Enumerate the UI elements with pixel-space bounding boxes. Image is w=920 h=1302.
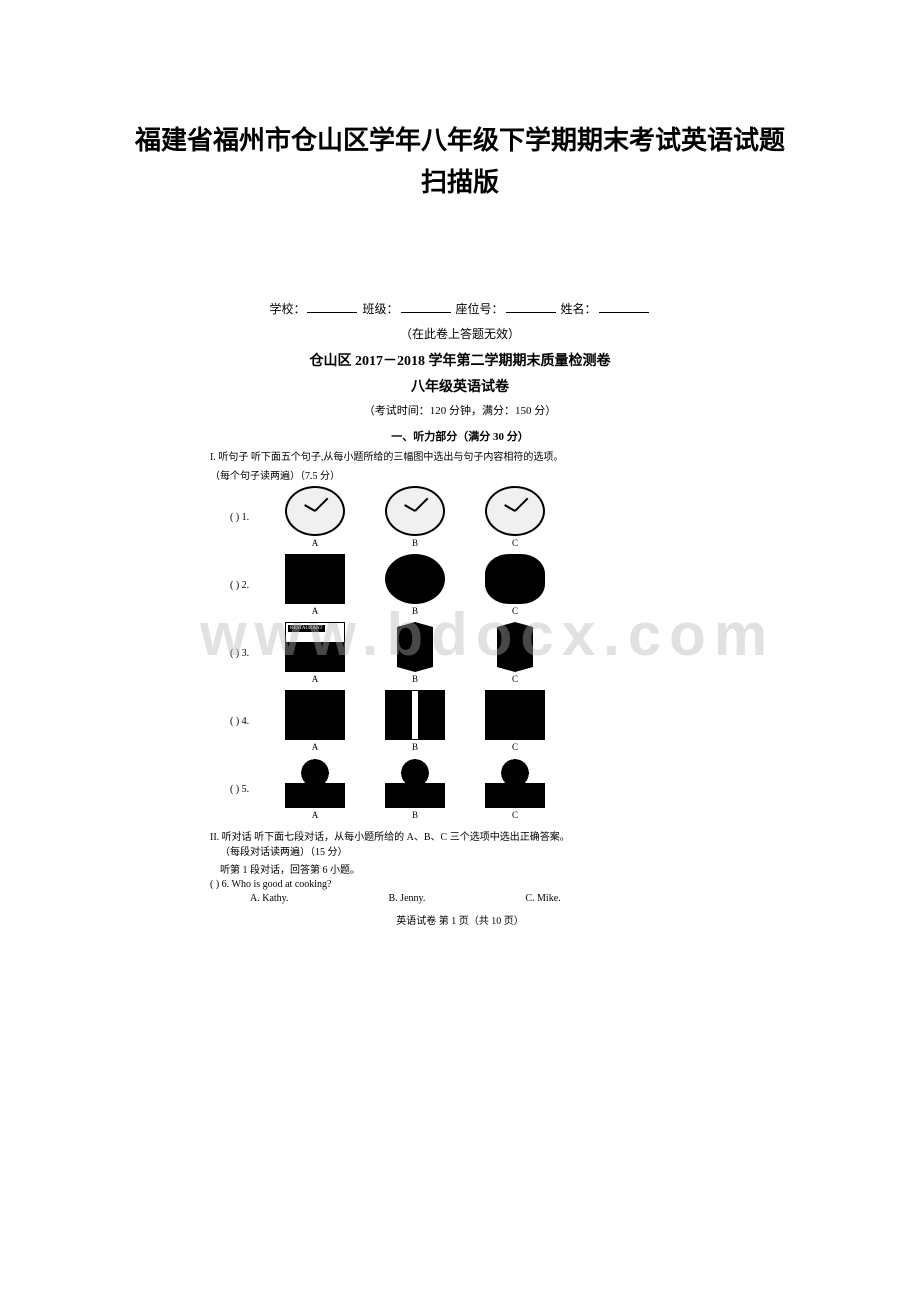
q3-option-b: B: [380, 622, 450, 684]
q3-option-c: C: [480, 622, 550, 684]
question-6: ( ) 6. Who is good at cooking?: [200, 879, 720, 890]
building-icon: [285, 622, 345, 672]
food-image-icon: [485, 554, 545, 604]
page-main-title: 福建省福州市仓山区学年八年级下学期期末考试英语试题 扫描版: [0, 0, 920, 203]
question-4-row: ( ) 4. A B C: [200, 690, 720, 752]
section1-sub-instructions: （每个句子读两遍）（7.5 分）: [200, 467, 720, 482]
book-icon: [385, 622, 445, 672]
q2-option-b: B: [380, 554, 450, 616]
question-5-row: ( ) 5. A B C: [200, 758, 720, 820]
scanned-document-area: 学校： 班级： 座位号： 姓名： （在此卷上答题无效） 仓山区 2017－201…: [180, 280, 740, 947]
dialog-1-instruction: 听第 1 段对话，回答第 6 小题。: [200, 861, 720, 876]
question-number: ( ) 1.: [230, 512, 280, 523]
clothing-icon: [485, 690, 545, 740]
question-3-row: ( ) 3. A B C: [200, 622, 720, 684]
clock-icon: [485, 486, 545, 536]
scanned-page-footer: 英语试卷 第 1 页（共 10 页）: [200, 912, 720, 927]
section2-sub-instructions: （每段对话读两遍）（15 分）: [200, 843, 720, 858]
person-activity-icon: [485, 758, 545, 808]
clock-icon: [285, 486, 345, 536]
q4-option-c: C: [480, 690, 550, 752]
student-info-form: 学校： 班级： 座位号： 姓名：: [200, 300, 720, 317]
q4-option-a: A: [280, 690, 350, 752]
clothing-icon: [385, 690, 445, 740]
book-icon: [485, 622, 545, 672]
exam-duration-info: （考试时间：120 分钟，满分：150 分）: [200, 402, 720, 418]
listening-section-header: 一、听力部分（满分 30 分）: [200, 428, 720, 444]
q2-option-c: C: [480, 554, 550, 616]
document-title: 仓山区 2017－2018 学年第二学期期末质量检测卷: [200, 350, 720, 370]
q1-option-c: C: [480, 486, 550, 548]
q5-option-c: C: [480, 758, 550, 820]
person-activity-icon: [285, 758, 345, 808]
food-image-icon: [285, 554, 345, 604]
person-activity-icon: [385, 758, 445, 808]
q1-option-a: A: [280, 486, 350, 548]
question-number: ( ) 2.: [230, 580, 280, 591]
food-image-icon: [385, 554, 445, 604]
clothing-icon: [285, 690, 345, 740]
q1-option-b: B: [380, 486, 450, 548]
question-number: ( ) 4.: [230, 716, 280, 727]
clock-icon: [385, 486, 445, 536]
q3-option-a: A: [280, 622, 350, 684]
q4-option-b: B: [380, 690, 450, 752]
question-number: ( ) 5.: [230, 784, 280, 795]
question-number: ( ) 3.: [230, 648, 280, 659]
question-2-row: ( ) 2. A B C: [200, 554, 720, 616]
answer-notice: （在此卷上答题无效）: [200, 325, 720, 342]
q2-option-a: A: [280, 554, 350, 616]
question-1-row: ( ) 1. A B C: [200, 486, 720, 548]
question-6-options: A. Kathy. B. Jenny. C. Mike.: [200, 893, 720, 904]
section2-instructions: II. 听对话 听下面七段对话，从每小题所给的 A、B、C 三个选项中选出正确答…: [200, 828, 720, 843]
q5-option-a: A: [280, 758, 350, 820]
q5-option-b: B: [380, 758, 450, 820]
section1-instructions: I. 听句子 听下面五个句子,从每小题所给的三幅图中选出与句子内容相符的选项。: [200, 448, 720, 463]
document-subtitle: 八年级英语试卷: [200, 376, 720, 396]
